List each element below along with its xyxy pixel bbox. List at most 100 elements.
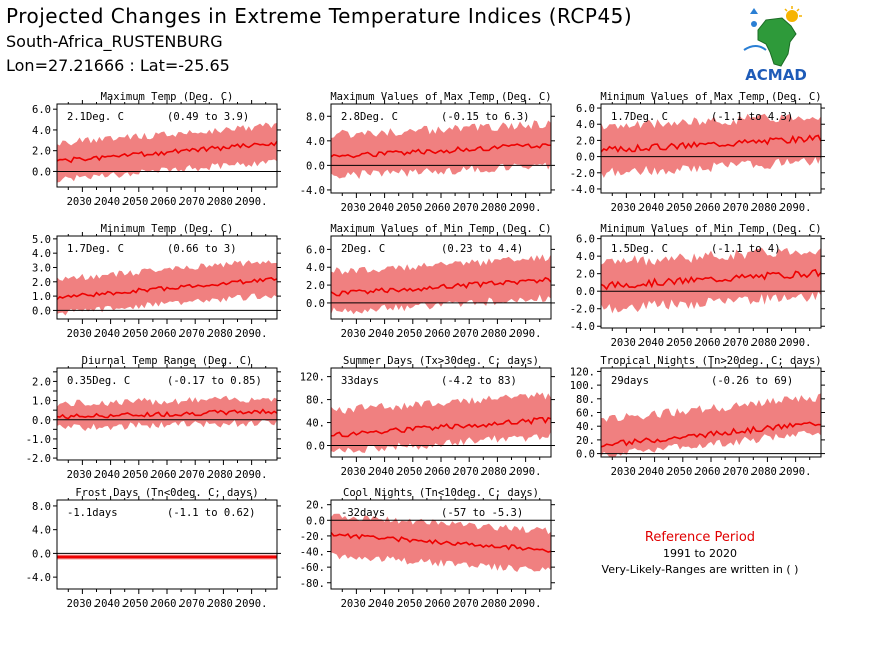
likely-range-label: (-0.26 to 69) [711,375,793,387]
y-tick-label: 2.0 [32,277,51,289]
x-tick-label: 2060. [151,328,183,340]
x-tick-label: 2070. [453,598,485,610]
x-tick-label: 2030. [67,196,99,208]
x-tick-label: 2050. [397,202,429,214]
y-tick-label: 6.0 [576,234,595,246]
y-tick-label: 80. [306,395,325,407]
acmad-logo-text: ACMAD [745,66,807,84]
x-tick-label: 2080. [482,466,514,478]
ensemble-mean-line [600,421,822,448]
chart-panel-1: 0.0 2.0 4.0 6.0 2030.2040.2050.2060.2070.208… [32,91,281,208]
ensemble-mean-line [56,277,278,301]
x-tick-label: 2070. [723,466,755,478]
chart-title: Minimum Temp (Deg. C) [101,223,234,235]
chart-title: Minimum Values of Max Temp (Deg. C) [600,91,821,103]
y-tick-label: -20. [300,531,325,543]
x-tick-label: 2070. [453,466,485,478]
y-tick-label: -4.0 [570,184,595,196]
x-tick-label: 2050. [123,598,155,610]
chart-title: Minimum Values of Min Temp (Deg. C) [600,223,821,235]
likely-range-label: (0.66 to 3) [167,243,237,255]
x-tick-label: 2060. [695,202,727,214]
y-tick-label: 2.0 [576,269,595,281]
x-tick-label: 2030. [611,202,643,214]
likely-range-label: (-4.2 to 83) [441,375,517,387]
y-tick-label: 40. [306,418,325,430]
y-tick-label: -4.0 [570,321,595,333]
y-tick-label: 0.0 [32,166,51,178]
x-tick-label: 2080. [752,466,784,478]
mean-change-label: 0.35Deg. C [67,375,130,387]
x-tick-label: 2080. [752,337,784,349]
y-tick-label: 120. [300,372,325,384]
x-tick-label: 2050. [667,337,699,349]
y-tick-label: -2.0 [570,168,595,180]
y-tick-label: -1.0 [26,434,51,446]
mean-change-label: 1.7Deg. C [611,111,668,123]
x-tick-label: 2050. [123,196,155,208]
y-tick-label: 20. [306,500,325,512]
mean-change-label: 1.5Deg. C [611,243,668,255]
chart-title: Cool Nights (Tn<10deg. C; days) [343,487,539,499]
mean-change-label: 2.1Deg. C [67,111,124,123]
x-tick-label: 2050. [123,328,155,340]
y-tick-label: 0.0 [32,548,51,560]
x-tick-label: 2080. [208,598,240,610]
chart-title: Summer Days (Tx>30deg. C; days) [343,355,539,367]
y-tick-label: 4.0 [32,125,51,137]
x-tick-label: 2060. [151,598,183,610]
location-name: South-Africa_RUSTENBURG [6,32,223,51]
likely-range-band [331,392,551,453]
likely-range-label: (-1.1 to 0.62) [167,507,256,519]
y-tick-label: 1.0 [32,291,51,303]
x-tick-label: 2040. [369,328,401,340]
location-coords: Lon=27.21666 : Lat=-25.65 [6,56,230,75]
chart-panel-10: -4.00.04.08.02030.2040.2050.2060.2070.20… [26,487,281,610]
y-tick-label: -2.0 [570,304,595,316]
x-tick-label: 2090. [236,196,268,208]
ensemble-mean-line [330,531,552,553]
chart-panel-8: 0.040.80.120.2030.2040.2050.2060.2070.20… [300,355,555,478]
y-tick-label: -2.0 [26,453,51,465]
reference-note: Very-Likely-Ranges are written in ( ) [601,563,799,576]
y-tick-label: 0.0 [576,152,595,164]
chart-panel-11: -80. -60. -40. -20. 0.0 20. 2030.2040.2050.206… [300,487,555,610]
y-tick-label: -4.0 [300,185,325,197]
y-tick-label: 0.0 [306,298,325,310]
reference-years: 1991 to 2020 [662,547,738,560]
x-tick-label: 2060. [695,337,727,349]
x-tick-label: 2070. [723,202,755,214]
y-tick-label: 0.0 [32,415,51,427]
x-tick-label: 2080. [208,469,240,481]
x-tick-label: 2070. [453,202,485,214]
y-tick-label: 1.0 [32,396,51,408]
y-tick-label: 4.0 [306,262,325,274]
x-tick-label: 2090. [780,337,812,349]
ensemble-mean-line [330,416,552,438]
y-tick-label: 0.0 [306,441,325,453]
likely-range-band [601,113,821,178]
x-tick-label: 2050. [667,466,699,478]
chart-panel-6: -4.0 -2.0 0.0 2.0 4.0 6.0 2030.2040.2050.2060.… [570,223,825,349]
y-tick-label: 0.0 [32,305,51,317]
ensemble-mean-line [330,276,552,297]
y-tick-label: -60. [300,562,325,574]
x-tick-label: 2060. [695,466,727,478]
x-tick-label: 2030. [67,598,99,610]
chart-title: Tropical Nights (Tn>20deg. C; days) [600,355,821,367]
x-tick-label: 2040. [639,466,671,478]
y-tick-label: -4.0 [26,572,51,584]
y-tick-label: 4.0 [32,248,51,260]
ensemble-mean-line [330,143,552,159]
y-tick-label: 3.0 [32,262,51,274]
y-tick-label: 2.0 [306,280,325,292]
y-tick-label: 4.0 [576,251,595,263]
x-tick-label: 2040. [369,598,401,610]
likely-range-label: (0.23 to 4.4) [441,243,523,255]
figure-title: Projected Changes in Extreme Temperature… [6,4,633,28]
likely-range-label: (-0.15 to 6.3) [441,111,530,123]
chart-title: Maximum Temp (Deg. C) [101,91,234,103]
ensemble-mean-line [56,408,278,420]
chart-panel-9: 0.020.40.60.80.100.120.2030.2040.2050.20… [570,355,825,478]
y-tick-label: 4.0 [576,119,595,131]
